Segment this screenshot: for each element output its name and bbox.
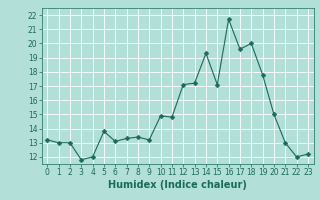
X-axis label: Humidex (Indice chaleur): Humidex (Indice chaleur) [108,180,247,190]
